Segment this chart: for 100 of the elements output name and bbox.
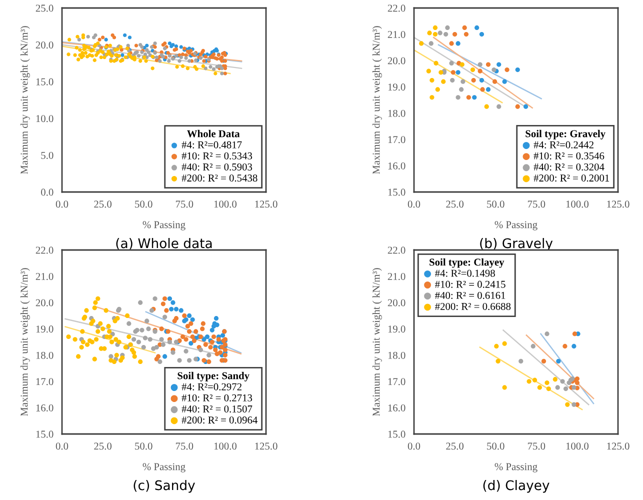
point xyxy=(190,317,195,322)
point xyxy=(114,352,119,358)
point xyxy=(565,402,570,407)
point xyxy=(194,329,198,334)
y-tick-label: 15.0 xyxy=(388,188,406,196)
x-tick-label: 125.0 xyxy=(607,200,630,208)
point xyxy=(484,104,489,109)
y-tick-label: 0.0 xyxy=(41,188,54,196)
y-tick-label: 20.0 xyxy=(36,299,54,306)
point xyxy=(169,306,174,312)
point xyxy=(502,385,507,390)
point xyxy=(474,25,480,30)
y-axis-title: Maximum dry unit weight ( kN/m³) xyxy=(20,268,30,416)
x-tick-label: 25.0 xyxy=(94,442,112,450)
legend-label: #4: R²=0.4817 xyxy=(182,141,242,148)
point xyxy=(427,30,432,36)
y-tick-label: 22.0 xyxy=(388,4,406,12)
point xyxy=(102,346,107,351)
point xyxy=(213,348,218,352)
x-tick-label: 125.0 xyxy=(255,442,278,450)
y-tick-label: 19.0 xyxy=(36,326,54,333)
point xyxy=(496,358,500,364)
point xyxy=(128,36,132,40)
point xyxy=(104,38,108,42)
point xyxy=(432,32,438,37)
x-tick-label: 25.0 xyxy=(446,200,464,208)
point xyxy=(530,344,536,349)
point xyxy=(190,334,195,340)
point xyxy=(222,352,228,358)
y-tick-label: 21.0 xyxy=(36,272,54,280)
x-axis-title: % Passing xyxy=(494,463,538,472)
point xyxy=(200,326,205,332)
point xyxy=(460,79,466,84)
point xyxy=(186,358,192,363)
point xyxy=(572,332,578,336)
point xyxy=(90,318,96,324)
point xyxy=(141,344,146,350)
point xyxy=(144,318,150,324)
point xyxy=(419,41,424,46)
point xyxy=(158,359,162,364)
point xyxy=(210,328,214,332)
point xyxy=(107,329,112,334)
point xyxy=(108,354,114,359)
point xyxy=(84,342,90,347)
point xyxy=(532,378,538,382)
point xyxy=(132,350,136,355)
y-tick-label: 15.0 xyxy=(36,430,54,438)
point xyxy=(178,308,184,313)
point xyxy=(204,334,210,340)
legend-label: #4: R²=0.2972 xyxy=(182,383,242,390)
point xyxy=(122,33,127,38)
x-tick-label: 75.0 xyxy=(176,442,194,450)
point xyxy=(162,354,168,359)
point xyxy=(432,25,438,30)
x-tick-label: 100.0 xyxy=(214,200,237,208)
point xyxy=(170,350,176,355)
x-tick-label: 100.0 xyxy=(214,442,237,450)
point xyxy=(428,41,434,46)
point xyxy=(563,386,568,392)
point xyxy=(438,30,442,36)
point xyxy=(222,348,228,352)
point xyxy=(208,344,213,350)
x-tick-label: 0.0 xyxy=(56,200,68,208)
point xyxy=(515,67,520,72)
point xyxy=(478,68,482,74)
x-tick-label: 0.0 xyxy=(56,442,68,450)
point xyxy=(450,78,455,83)
point xyxy=(572,344,576,349)
legend-label: #4: R²=0.2442 xyxy=(534,141,594,148)
point xyxy=(434,60,438,66)
legend-label: #40: R² = 0.6161 xyxy=(435,292,506,299)
legend-label: #40: R² = 0.1507 xyxy=(182,405,252,413)
point xyxy=(167,296,172,301)
y-tick-label: 17.0 xyxy=(36,378,54,386)
point xyxy=(445,25,450,30)
point xyxy=(496,62,502,67)
legend-label: #10: R² = 0.2713 xyxy=(182,394,252,402)
point xyxy=(146,326,151,332)
x-tick-label: 50.0 xyxy=(487,200,504,208)
x-tick-label: 125.0 xyxy=(607,442,630,450)
legend-label: #10: R² = 0.2415 xyxy=(435,280,506,288)
point xyxy=(184,337,188,342)
x-axis-title: % Passing xyxy=(142,221,186,230)
point xyxy=(140,328,144,332)
point xyxy=(168,41,172,46)
point xyxy=(537,385,542,390)
point xyxy=(106,324,111,329)
point xyxy=(177,358,182,363)
point xyxy=(162,314,168,320)
point xyxy=(552,377,558,382)
x-tick-label: 25.0 xyxy=(94,200,112,208)
x-tick-label: 125.0 xyxy=(255,200,278,208)
x-axis-title: % Passing xyxy=(142,463,186,472)
point xyxy=(502,341,507,346)
point xyxy=(562,344,568,349)
point xyxy=(496,104,502,109)
y-tick-label: 20.0 xyxy=(36,41,54,49)
point xyxy=(180,334,186,340)
point xyxy=(116,340,122,344)
point xyxy=(435,87,440,92)
